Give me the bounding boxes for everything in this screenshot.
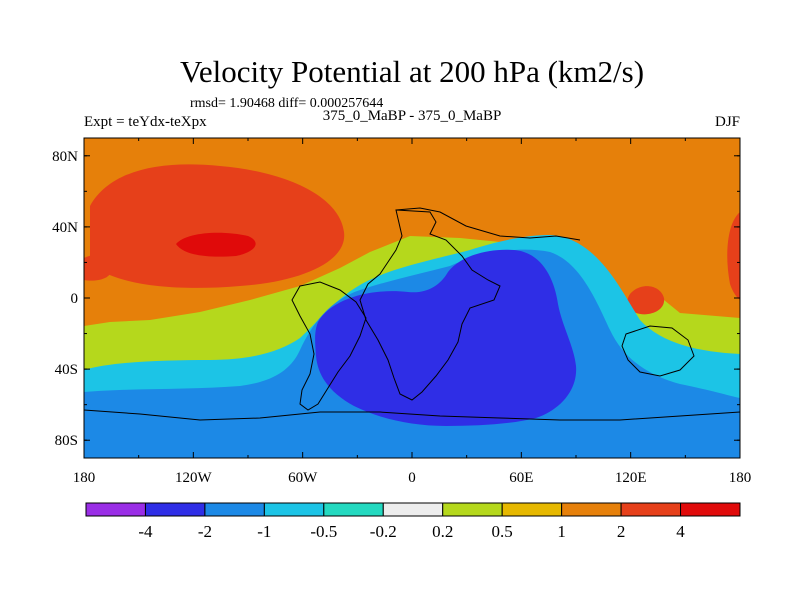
experiment-label: Expt = teYdx-teXpx (84, 114, 207, 130)
coastline-antarctica (84, 409, 740, 421)
stats-line: rmsd= 1.90468 diff= 0.000257644 (190, 96, 383, 111)
y-tick-label: 40N (52, 220, 78, 236)
colorbar-swatch (85, 502, 146, 517)
x-tick-label: 60E (509, 470, 533, 486)
contour-north-pacific-core (176, 232, 256, 257)
colorbar-swatch (620, 502, 682, 517)
colorbar-label: -0.2 (370, 522, 397, 541)
colorbar-swatch (501, 502, 563, 517)
y-tick-label: 80S (55, 433, 78, 449)
colorbar-label: -1 (257, 522, 271, 541)
x-tick-label: 180 (73, 470, 96, 486)
colorbar-swatch (204, 502, 265, 517)
chart-title: Velocity Potential at 200 hPa (km2/s) (180, 54, 644, 89)
contour-western-pacific-high (727, 212, 740, 300)
colorbar-swatch (442, 502, 503, 517)
coastline-north-edge (395, 207, 581, 241)
x-tick-label: 120W (175, 470, 213, 486)
y-tick-label: 80N (52, 149, 78, 165)
colorbar-label: 4 (676, 522, 685, 541)
colorbar-label: 1 (557, 522, 566, 541)
y-tick-label: 0 (71, 291, 79, 307)
contour-indian-africa-low (315, 249, 577, 426)
colorbar-label: 0.5 (492, 522, 513, 541)
x-tick-label: 120E (615, 470, 647, 486)
colorbar-swatch (561, 502, 622, 517)
colorbar-label: -4 (138, 522, 153, 541)
colorbar-label: 2 (617, 522, 626, 541)
colorbar-swatch (323, 502, 384, 517)
coastline-group (84, 207, 740, 421)
contour-fill-group (84, 138, 740, 458)
case-label: 375_0_MaBP - 375_0_MaBP (323, 108, 502, 124)
y-axis: 80N 40N 0 40S 80S (52, 149, 740, 449)
contour-equatorial-high-pacific (627, 286, 665, 315)
colorbar-label: 0.2 (432, 522, 453, 541)
colorbar-label: -2 (198, 522, 212, 541)
season-label: DJF (715, 114, 740, 130)
colorbar-swatch (382, 502, 444, 517)
x-tick-label: 180 (729, 470, 752, 486)
coastline-australia (621, 325, 695, 377)
x-tick-label: 60W (288, 470, 318, 486)
colorbar-swatch (144, 502, 206, 517)
coastline-south-america (291, 281, 367, 411)
colorbar-swatch (263, 502, 325, 517)
colorbar-label: -0.5 (310, 522, 337, 541)
y-tick-label: 40S (55, 362, 78, 378)
coastline-africa (359, 209, 501, 401)
x-tick-label: 0 (408, 470, 416, 486)
colorbar: -4 -2 -1 -0.5 -0.2 0.2 0.5 1 2 4 (85, 502, 741, 541)
colorbar-swatch (680, 502, 741, 517)
contour-dateline-east-high (84, 255, 112, 281)
x-axis: 180 120W 60W 0 60E 120E 180 (73, 138, 752, 486)
contour-north-pacific-high (90, 164, 345, 288)
